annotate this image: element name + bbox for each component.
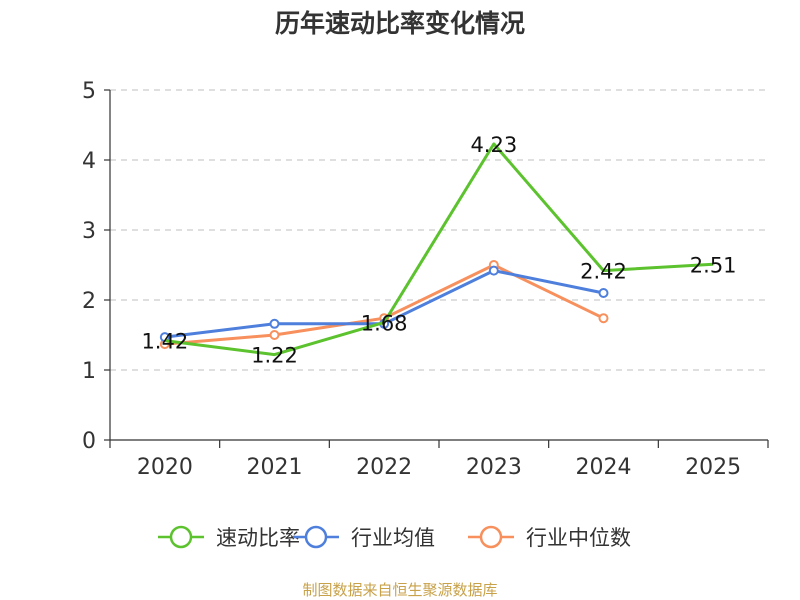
x-tick-label: 2025 bbox=[685, 455, 741, 480]
legend-item-1[interactable]: 速动比率 bbox=[158, 525, 300, 550]
grid bbox=[110, 89, 768, 371]
legend-marker bbox=[304, 525, 328, 549]
series-line-1 bbox=[164, 142, 714, 357]
x-tick-label: 2020 bbox=[137, 455, 193, 480]
data-label: 1.68 bbox=[361, 311, 408, 335]
x-tick-label: 2023 bbox=[466, 455, 522, 480]
series-layer bbox=[159, 142, 714, 357]
y-tick-label: 1 bbox=[82, 359, 96, 384]
y-tick-label: 5 bbox=[82, 79, 96, 104]
legend-marker bbox=[479, 525, 503, 549]
y-tick-label: 0 bbox=[82, 429, 96, 454]
y-tick-label: 3 bbox=[82, 219, 96, 244]
series-point-3 bbox=[269, 330, 280, 340]
data-label: 2.51 bbox=[690, 253, 737, 277]
legend-marker bbox=[169, 525, 193, 549]
data-label: 1.42 bbox=[141, 330, 188, 354]
legend[interactable]: 速动比率 行业均值 行业中位数 bbox=[158, 525, 631, 550]
legend-item-3[interactable]: 行业中位数 bbox=[468, 525, 631, 550]
series-point-2 bbox=[598, 288, 609, 298]
data-labels: 1.42 1.22 1.68 4.23 2.42 2.51 bbox=[141, 133, 736, 368]
series-point-2 bbox=[488, 265, 499, 276]
data-label: 4.23 bbox=[470, 133, 517, 157]
legend-label: 速动比率 bbox=[216, 526, 300, 550]
legend-label: 行业均值 bbox=[351, 526, 435, 550]
series-point-3 bbox=[598, 313, 609, 324]
y-tick-label: 2 bbox=[82, 289, 96, 314]
y-tick-label: 4 bbox=[82, 149, 96, 174]
series-point-2 bbox=[269, 318, 280, 329]
x-tick-label: 2022 bbox=[356, 455, 412, 480]
x-tick-label: 2021 bbox=[247, 455, 303, 480]
data-label: 2.42 bbox=[580, 260, 627, 284]
chart-title: 历年速动比率变化情况 bbox=[275, 9, 525, 38]
axes: 0 1 2 3 4 5 2020 2021 2022 2023 2024 2025 bbox=[82, 79, 769, 480]
data-label: 1.22 bbox=[251, 344, 298, 368]
legend-label: 行业中位数 bbox=[526, 526, 631, 550]
source-note: 制图数据来自恒生聚源数据库 bbox=[302, 581, 497, 599]
legend-item-2[interactable]: 行业均值 bbox=[293, 525, 435, 550]
x-tick-label: 2024 bbox=[576, 455, 632, 480]
